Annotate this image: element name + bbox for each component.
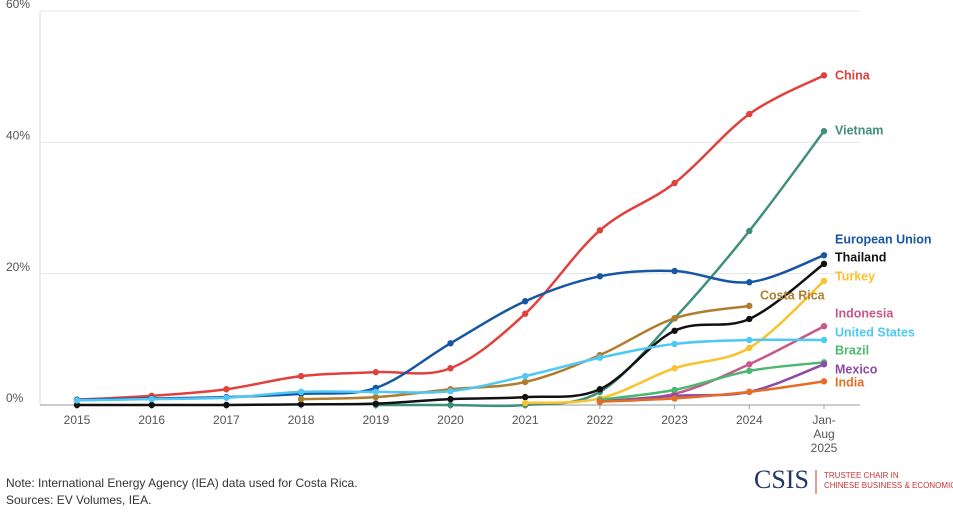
data-point [522, 399, 529, 407]
data-point [820, 277, 828, 285]
data-point [671, 179, 678, 187]
data-point [671, 327, 678, 334]
x-tick-label: 2017 [213, 413, 240, 427]
data-point [223, 386, 230, 393]
series-label: India [835, 375, 865, 389]
data-point [746, 110, 753, 118]
data-point [372, 388, 379, 396]
x-tick-label: 2018 [287, 413, 315, 427]
data-point [297, 401, 305, 408]
data-point [671, 365, 678, 372]
data-point [447, 365, 454, 372]
x-tick-label: 2024 [735, 413, 763, 427]
y-tick-label: 20% [6, 260, 30, 274]
x-tick-label: 2016 [138, 413, 166, 427]
series-line [76, 254, 825, 401]
data-point [746, 315, 753, 323]
series-label: Turkey [835, 269, 875, 283]
data-point [671, 315, 678, 322]
data-point [522, 372, 529, 380]
data-point [820, 323, 828, 330]
x-tick-label: Jan-Aug 2025 [810, 413, 838, 455]
y-tick-label: 40% [6, 129, 30, 143]
logo: CSIS [754, 465, 809, 494]
series-line [599, 380, 825, 403]
data-point [148, 395, 155, 403]
data-point [297, 372, 305, 380]
data-point [297, 395, 305, 403]
data-point [746, 344, 753, 352]
data-point [596, 386, 604, 393]
series-label: Vietnam [835, 123, 883, 137]
data-point [148, 401, 155, 409]
data-point [820, 260, 828, 268]
data-point [820, 72, 828, 79]
data-point [820, 127, 828, 135]
data-point [746, 361, 753, 368]
note: Note: International Energy Agency (IEA) … [6, 476, 358, 490]
data-point [671, 395, 678, 402]
data-point [223, 394, 230, 401]
data-point [820, 336, 828, 344]
data-point [372, 393, 379, 401]
series-label: Thailand [835, 250, 886, 264]
data-point [746, 227, 753, 235]
x-tick-label: 2023 [661, 413, 688, 427]
data-point [671, 340, 678, 348]
data-point [746, 302, 753, 310]
series-line [599, 361, 825, 401]
data-point [596, 398, 604, 405]
data-point [522, 298, 529, 305]
data-point [596, 227, 604, 234]
data-point [73, 401, 81, 409]
data-point [671, 386, 678, 394]
data-point [297, 388, 305, 396]
data-point [372, 400, 379, 407]
data-point [746, 367, 753, 375]
x-tick-label: 2015 [63, 413, 91, 427]
logo-line: CHINESE BUSINESS & ECONOMICS [824, 481, 953, 490]
series-line [76, 74, 825, 401]
data-point [73, 397, 81, 404]
data-point [820, 361, 828, 368]
data-point [447, 395, 454, 403]
x-tick-label: 2022 [586, 413, 614, 427]
data-point [447, 388, 454, 395]
data-point [671, 267, 678, 275]
series-label: Indonesia [835, 306, 894, 320]
source: Sources: EV Volumes, IEA. [6, 493, 152, 507]
data-point [596, 273, 604, 280]
data-point [522, 310, 529, 317]
data-point [223, 401, 230, 409]
x-tick-label: 2020 [437, 413, 464, 427]
data-point [522, 393, 529, 401]
data-point [820, 378, 828, 385]
x-tick-label: 2021 [511, 413, 539, 427]
data-point [746, 336, 753, 344]
y-tick-label: 0% [6, 391, 24, 405]
series-line [375, 130, 826, 408]
data-point [746, 388, 753, 396]
series-label: Mexico [835, 362, 878, 376]
series-label: United States [835, 325, 915, 339]
data-point [596, 354, 604, 361]
series-label: Costa Rica [760, 288, 826, 302]
series-label: European Union [835, 232, 932, 246]
series-label: Brazil [835, 343, 869, 357]
series-label: China [835, 68, 871, 82]
logo-line: TRUSTEE CHAIR IN [824, 471, 899, 480]
data-point [820, 252, 828, 259]
series-line [77, 262, 825, 407]
x-tick-label: 2019 [362, 413, 390, 427]
data-point [372, 368, 379, 376]
data-point [746, 279, 753, 286]
data-point [447, 340, 454, 347]
data-point [447, 401, 454, 409]
data-point [522, 378, 529, 386]
y-tick-label: 60% [6, 0, 30, 11]
